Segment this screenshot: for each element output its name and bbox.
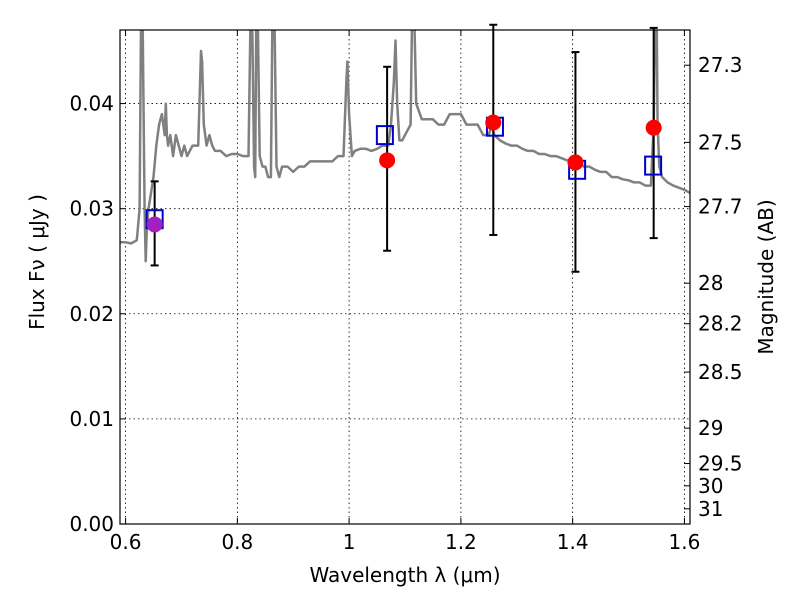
right-tick-label: 31 <box>698 497 723 521</box>
x-tick-label: 1.6 <box>669 530 701 554</box>
right-tick-label: 28.2 <box>698 312 743 336</box>
y-axis-label: Flux Fν ( μJy ) <box>25 194 49 330</box>
y-tick-label: 0.04 <box>69 92 114 116</box>
right-tick-label: 27.7 <box>698 195 743 219</box>
right-tick-label: 27.5 <box>698 130 743 154</box>
right-tick-label: 28.5 <box>698 360 743 384</box>
right-tick-label: 30 <box>698 474 723 498</box>
model-square <box>375 125 394 146</box>
x-tick-label: 0.6 <box>110 530 142 554</box>
y-tick-label: 0.01 <box>69 407 114 431</box>
observed-point <box>645 119 662 136</box>
x-tick-label: 0.8 <box>221 530 253 554</box>
y-tick-label: 0.00 <box>69 512 114 536</box>
right-tick-label: 29 <box>698 416 723 440</box>
x-tick-label: 1 <box>343 530 356 554</box>
plot-frame <box>119 29 691 525</box>
observed-point <box>146 216 163 233</box>
y-tick-label: 0.02 <box>69 302 114 326</box>
right-tick-label: 27.3 <box>698 53 743 77</box>
right-axis-label: Magnitude (AB) <box>754 199 778 354</box>
x-tick-label: 1.2 <box>445 530 477 554</box>
x-axis-label: Wavelength λ (μm) <box>309 563 500 587</box>
observed-markers <box>146 114 662 233</box>
right-tick-label: 28 <box>698 271 723 295</box>
y-tick-label: 0.03 <box>69 197 114 221</box>
observed-point <box>485 114 502 131</box>
x-axis-ticks: 0.6 0.8 1 1.2 1.4 1.6 <box>110 30 701 554</box>
right-tick-label: 29.5 <box>698 452 743 476</box>
x-tick-label: 1.4 <box>557 530 589 554</box>
plot-background <box>120 30 690 524</box>
y-axis-ticks: 0.00 0.01 0.02 0.03 0.04 <box>69 92 126 536</box>
observed-point <box>379 152 396 169</box>
observed-point <box>567 154 584 171</box>
model-square <box>644 155 663 176</box>
